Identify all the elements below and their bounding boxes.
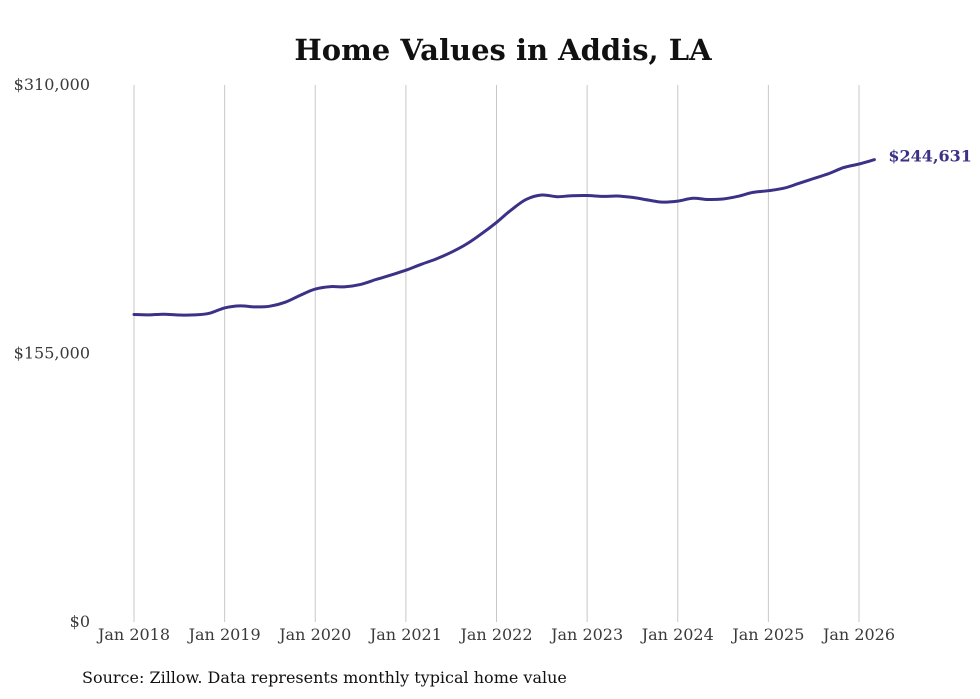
x-tick-label: Jan 2023: [549, 625, 623, 644]
x-tick-label: Jan 2019: [187, 625, 261, 644]
y-axis-ticks: $0 $155,000 $310,000: [14, 75, 90, 631]
home-value-line: [132, 158, 876, 317]
x-tick-label: Jan 2022: [458, 625, 532, 644]
x-tick-label: Jan 2024: [640, 625, 714, 644]
y-tick-label: $310,000: [14, 75, 90, 94]
x-axis-ticks: Jan 2018 Jan 2019 Jan 2020 Jan 2021 Jan 2022…: [96, 625, 895, 644]
source-note: Source: Zillow. Data represents monthly …: [82, 668, 567, 687]
chart-title: Home Values in Addis, LA: [294, 33, 712, 67]
x-tick-label: Jan 2020: [277, 625, 351, 644]
x-tick-label: Jan 2025: [730, 625, 804, 644]
latest-value-label: $244,631: [888, 147, 972, 166]
x-tick-label: Jan 2026: [821, 625, 895, 644]
y-tick-label: $155,000: [14, 344, 90, 363]
y-tick-label: $0: [70, 612, 90, 631]
gridlines: [133, 85, 860, 622]
x-tick-label: Jan 2021: [368, 625, 442, 644]
x-tick-label: Jan 2018: [96, 625, 170, 644]
